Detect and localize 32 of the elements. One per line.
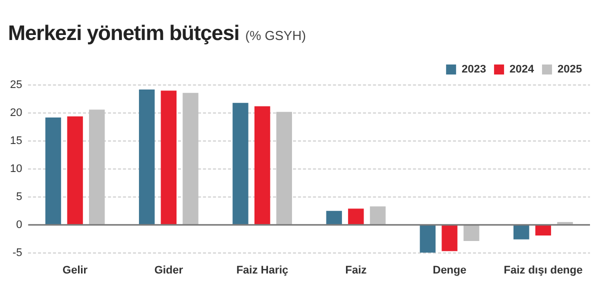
x-tick-label: Faiz Hariç bbox=[236, 264, 288, 276]
y-tick-label: 25 bbox=[10, 79, 22, 92]
bar bbox=[326, 210, 342, 224]
y-tick-label: 10 bbox=[10, 162, 22, 175]
bar bbox=[254, 106, 270, 224]
bar bbox=[232, 102, 248, 224]
bar bbox=[348, 208, 364, 224]
chart-subtitle: (% GSYH) bbox=[245, 28, 306, 43]
bar bbox=[138, 89, 155, 224]
bar bbox=[370, 206, 386, 224]
legend-label: 2025 bbox=[558, 64, 582, 76]
bar bbox=[442, 225, 458, 252]
bar bbox=[67, 116, 83, 224]
legend-label: 2023 bbox=[462, 64, 486, 76]
chart-title: Merkezi yönetim bütçesi bbox=[8, 22, 240, 45]
legend-label: 2024 bbox=[510, 64, 535, 76]
x-tick-label: Faiz bbox=[345, 264, 368, 276]
x-tick-label: Denge bbox=[432, 264, 466, 276]
bar bbox=[420, 225, 436, 253]
y-tick-label: 20 bbox=[10, 107, 22, 119]
x-tick-label: Gider bbox=[154, 264, 184, 276]
bar bbox=[160, 90, 177, 224]
y-tick-label: 0 bbox=[16, 218, 22, 231]
bar bbox=[464, 225, 480, 242]
y-tick-label: 5 bbox=[16, 190, 22, 203]
bar bbox=[513, 225, 530, 240]
bar bbox=[45, 117, 62, 224]
x-tick-label: Gelir bbox=[62, 264, 88, 276]
bar bbox=[535, 225, 552, 236]
x-tick-label: Faiz dışı denge bbox=[504, 264, 583, 276]
y-tick-label: 15 bbox=[10, 134, 22, 147]
y-tick-label: -5 bbox=[12, 246, 22, 259]
